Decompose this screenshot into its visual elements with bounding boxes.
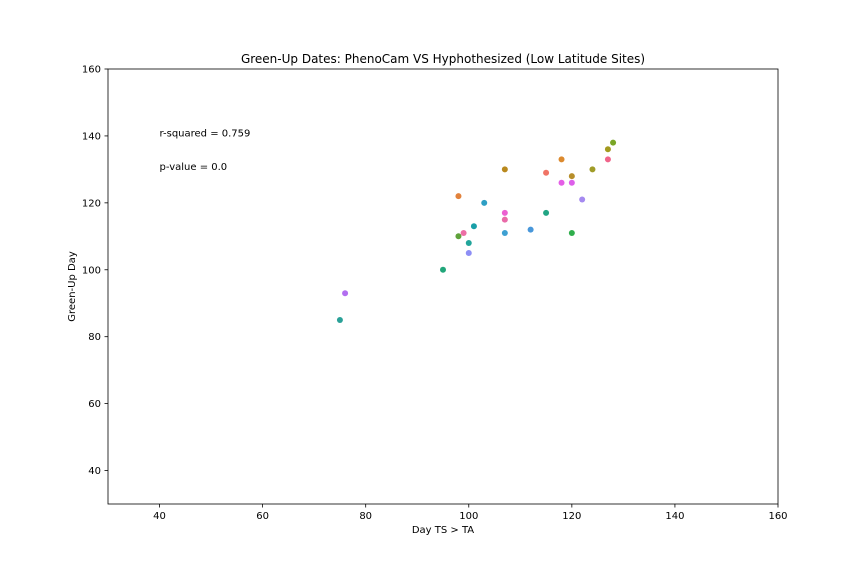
x-tick-label: 60	[256, 511, 269, 522]
data-point	[610, 139, 617, 146]
x-axis-label: Day TS > TA	[412, 525, 474, 536]
data-point	[481, 199, 488, 206]
data-point	[543, 209, 550, 216]
data-point	[455, 233, 462, 240]
data-point	[558, 179, 565, 186]
data-point	[465, 250, 472, 257]
x-tick-label: 80	[359, 511, 372, 522]
y-tick-label: 100	[82, 265, 101, 276]
plot-area	[336, 139, 617, 323]
axes-frame	[107, 68, 779, 505]
data-point	[440, 266, 446, 273]
r-squared-annotation: r-squared = 0.759	[160, 128, 251, 139]
data-point	[501, 229, 508, 236]
x-tick-label: 100	[459, 511, 478, 522]
data-point	[604, 146, 611, 153]
data-point	[568, 179, 575, 186]
data-point	[568, 173, 575, 180]
x-tick-label: 120	[562, 511, 581, 522]
data-point	[342, 290, 349, 297]
y-axis-label: Green-Up Day	[67, 251, 78, 322]
data-point	[336, 316, 343, 323]
data-point	[589, 166, 596, 173]
y-tick-label: 40	[88, 466, 101, 477]
data-point	[604, 156, 611, 163]
x-tick-label: 40	[153, 511, 166, 522]
data-point	[455, 193, 462, 200]
x-tick-label: 160	[768, 511, 787, 522]
y-tick-label: 120	[82, 198, 101, 209]
data-point	[501, 209, 508, 216]
annotations: r-squared = 0.759 p-value = 0.0	[160, 128, 251, 172]
y-tick-label: 140	[82, 131, 101, 142]
data-point	[460, 229, 467, 236]
chart-title: Green-Up Dates: PhenoCam VS Hyphothesize…	[241, 52, 645, 66]
data-point	[558, 156, 565, 163]
x-tick-label: 140	[665, 511, 684, 522]
y-tick-label: 80	[88, 332, 101, 343]
data-point	[568, 229, 575, 236]
data-point	[543, 169, 550, 176]
p-value-annotation: p-value = 0.0	[160, 162, 228, 173]
data-point	[527, 226, 534, 233]
data-point	[465, 240, 472, 246]
data-point	[579, 196, 586, 203]
axis-ticks: 40 60 80 100 120 140 160 40 60 80 100 120 140 160	[82, 65, 788, 523]
y-tick-label: 60	[88, 399, 101, 410]
data-point	[501, 216, 508, 223]
y-tick-label: 160	[82, 65, 101, 76]
data-point	[470, 223, 477, 230]
data-point	[501, 166, 508, 173]
